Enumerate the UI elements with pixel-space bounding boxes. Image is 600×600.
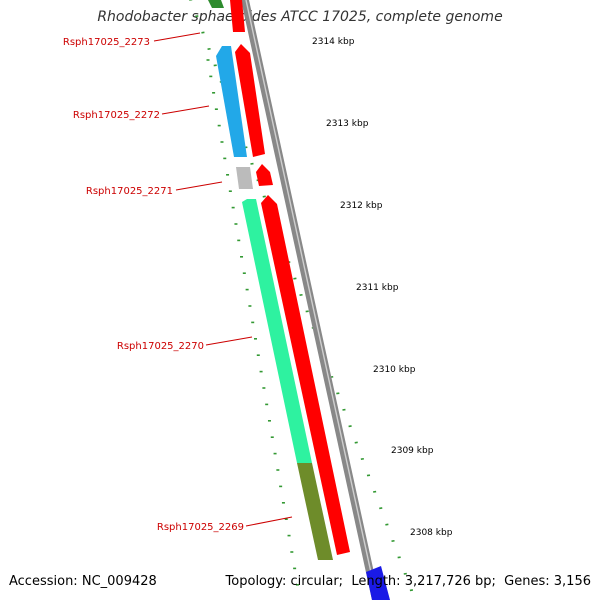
- length-value: 3,217,726 bp: [404, 574, 492, 589]
- gene-label-rsph17025-2271[interactable]: Rsph17025_2271: [86, 186, 173, 197]
- scale-label-2309: 2309 kbp: [391, 446, 434, 456]
- next-gene-arrow[interactable]: [366, 566, 390, 600]
- scale-label-2314: 2314 kbp: [312, 37, 355, 47]
- cds-arrow[interactable]: [230, 0, 245, 32]
- length-label: Length:: [351, 574, 401, 589]
- gene-rsph17025-2271[interactable]: [236, 167, 253, 189]
- gene-label-rsph17025-2269[interactable]: Rsph17025_2269: [157, 522, 244, 533]
- genome-backbone-highlight: [245, 0, 378, 600]
- label-leader-line: [175, 181, 223, 191]
- accession-label: Accession:: [9, 574, 78, 589]
- genome-backbone: [241, 0, 380, 600]
- gene-rsph17025-2270[interactable]: [242, 199, 312, 463]
- scale-labels: 2314 kbp 2313 kbp 2312 kbp 2311 kbp 2310…: [312, 37, 453, 538]
- genes-value: 3,156: [553, 574, 591, 589]
- topology-value: circular: [290, 574, 339, 589]
- accession-info: Accession: NC_009428: [9, 574, 157, 589]
- cds-arrow[interactable]: [256, 164, 273, 186]
- gene-label-rsph17025-2272[interactable]: Rsph17025_2272: [73, 110, 160, 121]
- genes-label: Genes:: [504, 574, 550, 589]
- scale-label-2313: 2313 kbp: [326, 119, 369, 129]
- accession-value: NC_009428: [81, 574, 157, 589]
- label-leader-line: [205, 336, 253, 346]
- scale-label-2310: 2310 kbp: [373, 365, 416, 375]
- gene-label-rsph17025-2270[interactable]: Rsph17025_2270: [117, 341, 204, 352]
- map-title: Rhodobacter sphaeroides ATCC 17025, comp…: [97, 9, 503, 25]
- gene-rsph17025-2273[interactable]: [208, 0, 224, 8]
- scale-label-2311: 2311 kbp: [356, 283, 399, 293]
- scale-label-2312: 2312 kbp: [340, 201, 383, 211]
- label-leader-line: [161, 105, 210, 115]
- label-leader-line: [153, 32, 201, 42]
- gene-rsph17025-2272[interactable]: [216, 46, 247, 157]
- gene-label-rsph17025-2273[interactable]: Rsph17025_2273: [63, 37, 150, 48]
- genome-summary: Topology: circular; Length: 3,217,726 bp…: [225, 574, 591, 589]
- gene-rsph17025-2269[interactable]: [297, 463, 333, 560]
- cds-arrow[interactable]: [261, 195, 350, 555]
- scale-label-2308: 2308 kbp: [410, 528, 453, 538]
- label-leader-line: [245, 516, 293, 527]
- topology-label: Topology:: [225, 574, 287, 589]
- cds-arrow[interactable]: [235, 44, 265, 157]
